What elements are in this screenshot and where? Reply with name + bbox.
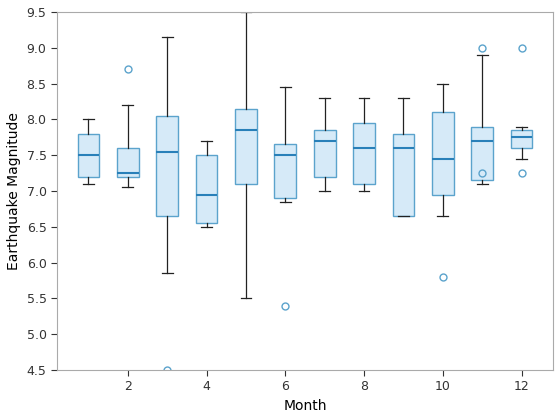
PathPatch shape [353,123,375,184]
PathPatch shape [156,116,178,216]
Y-axis label: Earthquake Magnitude: Earthquake Magnitude [7,112,21,270]
PathPatch shape [78,134,99,177]
X-axis label: Month: Month [283,399,326,413]
PathPatch shape [117,148,139,177]
PathPatch shape [393,134,414,216]
PathPatch shape [274,144,296,198]
PathPatch shape [195,155,217,223]
PathPatch shape [235,109,256,184]
PathPatch shape [432,112,454,194]
PathPatch shape [472,126,493,180]
PathPatch shape [511,130,533,148]
PathPatch shape [314,130,335,177]
